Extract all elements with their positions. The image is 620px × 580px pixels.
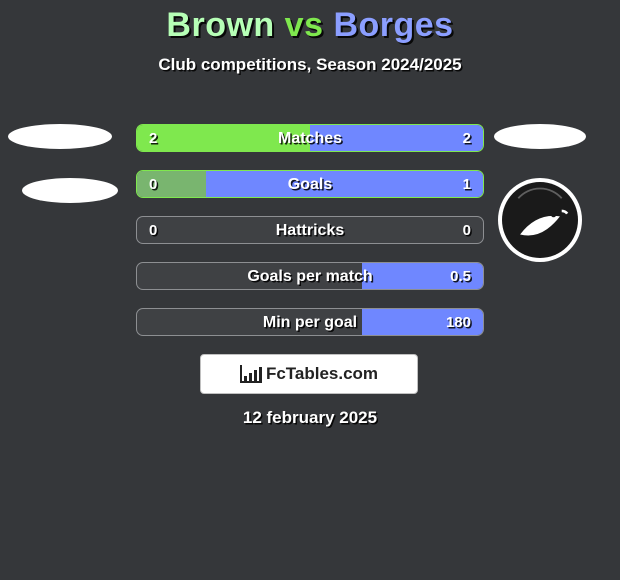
stat-label: Hattricks: [137, 217, 483, 243]
title-player-left: Brown: [166, 6, 274, 44]
stat-label: Min per goal: [137, 309, 483, 335]
stat-row: 2Matches2: [136, 124, 484, 152]
stat-row: 0Hattricks0: [136, 216, 484, 244]
stat-row: 0Goals1: [136, 170, 484, 198]
stat-label: Goals: [137, 171, 483, 197]
decor-ellipse-left-2: [22, 178, 118, 203]
stat-value-right: 1: [463, 171, 471, 197]
stat-label: Matches: [137, 125, 483, 151]
title-player-right: Borges: [333, 6, 453, 44]
stat-value-right: 180: [446, 309, 471, 335]
club-badge: [498, 178, 582, 262]
stat-value-right: 0.5: [450, 263, 471, 289]
stat-value-right: 0: [463, 217, 471, 243]
bar-chart-icon: [240, 365, 262, 383]
stat-label: Goals per match: [137, 263, 483, 289]
decor-ellipse-right: [494, 124, 586, 149]
page-title: Brown vs Borges: [0, 6, 620, 45]
source-widget[interactable]: FcTables.com: [200, 354, 418, 394]
source-text: FcTables.com: [266, 364, 378, 384]
date-label: 12 february 2025: [0, 408, 620, 428]
subtitle: Club competitions, Season 2024/2025: [0, 55, 620, 75]
title-vs: vs: [285, 6, 324, 44]
stat-row: Min per goal180: [136, 308, 484, 336]
decor-ellipse-left-1: [8, 124, 112, 149]
source-logo: FcTables.com: [240, 364, 378, 384]
stat-value-right: 2: [463, 125, 471, 151]
stats-table: 2Matches20Goals10Hattricks0Goals per mat…: [136, 124, 484, 354]
club-badge-inner: [502, 182, 578, 258]
stat-row: Goals per match0.5: [136, 262, 484, 290]
comparison-infographic: Brown vs Borges Club competitions, Seaso…: [0, 0, 620, 580]
